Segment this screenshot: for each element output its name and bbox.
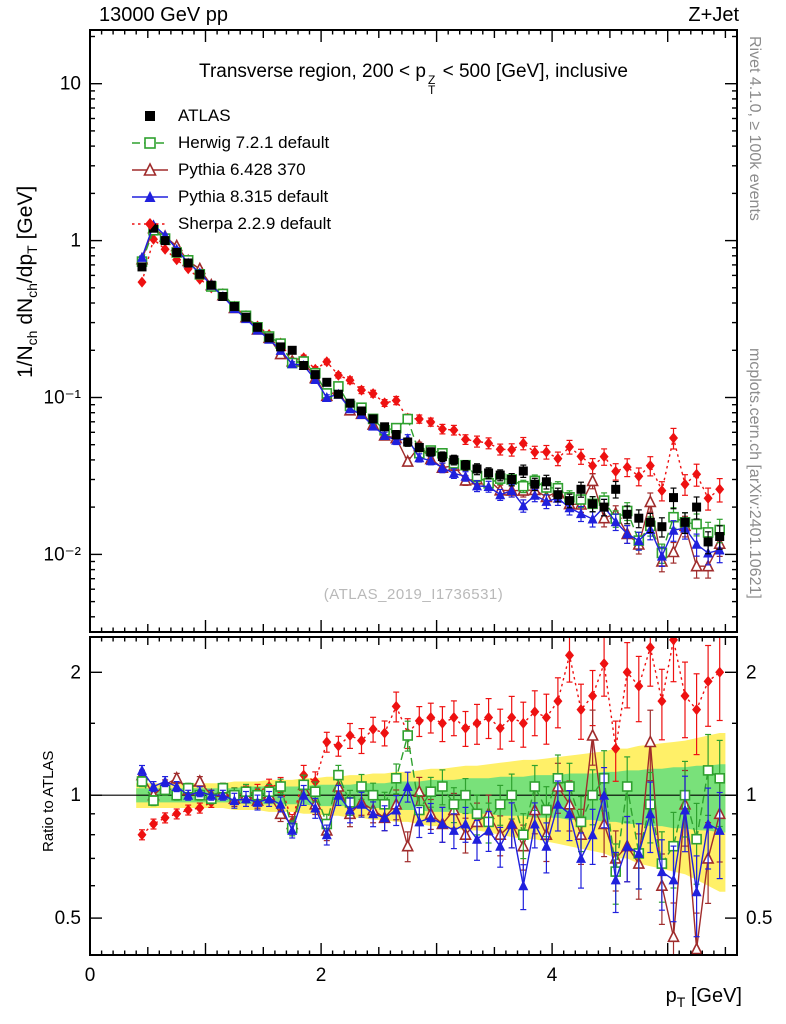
legend-marker-pythia8-icon <box>130 189 170 205</box>
plot-title-pre: Transverse region, 200 < p <box>199 61 426 82</box>
legend-marker-sherpa-icon <box>130 216 170 232</box>
svg-text:10: 10 <box>60 74 81 95</box>
rivet-version-note: Rivet 4.1.0, ≥ 100k events <box>746 36 763 221</box>
svg-text:0: 0 <box>85 965 96 986</box>
legend-label-herwig: Herwig 7.2.1 default <box>178 132 330 152</box>
legend-label-sherpa: Sherpa 2.2.9 default <box>178 213 332 233</box>
ylabel-part: dN <box>14 297 37 331</box>
legend-label-pythia8: Pythia 8.315 default <box>178 186 329 206</box>
ratio-y-axis-label: Ratio to ATLAS <box>40 750 57 852</box>
svg-text:4: 4 <box>547 965 558 986</box>
pt-subscript: T <box>427 83 436 97</box>
svg-text:1: 1 <box>70 231 81 252</box>
svg-text:2: 2 <box>70 662 81 683</box>
ylabel-part: /dp <box>14 253 37 284</box>
analysis-id-watermark: (ATLAS_2019_I1736531) <box>323 586 504 603</box>
legend: ATLAS Herwig 7.2.1 default Pythia 6.428 37… <box>130 102 331 237</box>
ylabel-sub: ch <box>24 283 40 298</box>
xlabel-part: [GeV] <box>685 985 742 1007</box>
xlabel-part: p <box>665 985 677 1007</box>
xlabel-sub: T <box>676 994 686 1010</box>
svg-text:10⁻¹: 10⁻¹ <box>44 388 82 409</box>
svg-text:1: 1 <box>70 785 81 806</box>
process-label: Z+Jet <box>688 4 739 26</box>
svg-text:2: 2 <box>746 662 757 683</box>
mcplots-arxiv-note: mcplots.cern.ch [arXiv:2401.10621] <box>746 348 763 599</box>
legend-label-atlas: ATLAS <box>178 105 231 125</box>
svg-text:0.5: 0.5 <box>746 908 772 929</box>
y-axis-label: 1/Nch dNch/dpT [GeV] <box>14 186 40 378</box>
svg-text:2: 2 <box>316 965 327 986</box>
x-axis-label: pT [GeV] <box>666 985 742 1010</box>
legend-marker-atlas-icon <box>130 108 170 124</box>
legend-item-atlas: ATLAS <box>130 102 331 129</box>
plot-title-post: < 500 [GeV], inclusive <box>437 61 628 82</box>
legend-label-pythia6: Pythia 6.428 370 <box>178 159 306 179</box>
legend-marker-herwig-icon <box>130 135 170 151</box>
beam-energy-label: 13000 GeV pp <box>99 4 228 26</box>
svg-text:10⁻²: 10⁻² <box>44 544 82 565</box>
ylabel-part: [GeV] <box>14 185 37 246</box>
ylabel-sub: ch <box>24 330 40 346</box>
svg-text:1: 1 <box>746 785 757 806</box>
ylabel-part: 1/N <box>14 345 37 378</box>
legend-item-pythia8: Pythia 8.315 default <box>130 183 331 210</box>
legend-marker-pythia6-icon <box>130 161 170 178</box>
pt-superscript: Z <box>427 73 436 87</box>
legend-item-pythia6: Pythia 6.428 370 <box>130 156 331 183</box>
legend-item-herwig: Herwig 7.2.1 default <box>130 129 331 156</box>
ylabel-sub: T <box>24 245 40 254</box>
svg-text:0.5: 0.5 <box>55 908 81 929</box>
legend-item-sherpa: Sherpa 2.2.9 default <box>130 210 331 237</box>
